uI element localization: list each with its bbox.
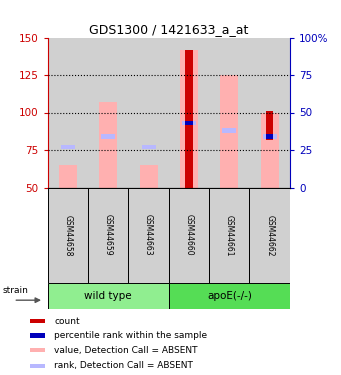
Text: GSM44662: GSM44662 (265, 214, 274, 256)
Bar (142, 145, 156, 149)
Bar (30, 364, 45, 368)
Bar (48, 283, 169, 309)
Bar (88, 188, 129, 283)
Text: GSM44659: GSM44659 (104, 214, 113, 256)
Bar (169, 188, 209, 283)
Bar (209, 188, 250, 283)
Bar (101, 134, 115, 139)
Bar (263, 134, 277, 139)
Text: GSM44660: GSM44660 (184, 214, 193, 256)
Text: percentile rank within the sample: percentile rank within the sample (55, 331, 208, 340)
Bar (266, 111, 273, 140)
Bar (209, 38, 250, 188)
Bar (169, 38, 209, 188)
Bar (186, 121, 193, 125)
Bar (88, 38, 129, 188)
Bar (61, 145, 75, 149)
Bar (139, 165, 158, 188)
Bar (129, 188, 169, 283)
Bar (48, 38, 88, 188)
Bar (99, 102, 117, 188)
Bar (30, 348, 45, 352)
Bar (266, 134, 273, 139)
Bar (250, 188, 290, 283)
Text: rank, Detection Call = ABSENT: rank, Detection Call = ABSENT (55, 362, 193, 370)
Text: count: count (55, 316, 80, 326)
Text: wild type: wild type (85, 291, 132, 301)
Bar (59, 165, 77, 188)
Text: value, Detection Call = ABSENT: value, Detection Call = ABSENT (55, 346, 198, 355)
Bar (186, 50, 193, 188)
Bar (169, 283, 290, 309)
Bar (30, 333, 45, 338)
Bar (129, 38, 169, 188)
Text: strain: strain (2, 286, 28, 295)
Text: apoE(-/-): apoE(-/-) (207, 291, 252, 301)
Text: GSM44663: GSM44663 (144, 214, 153, 256)
Bar (48, 188, 88, 283)
Bar (220, 75, 238, 188)
Title: GDS1300 / 1421633_a_at: GDS1300 / 1421633_a_at (89, 23, 249, 36)
Text: GSM44661: GSM44661 (225, 214, 234, 256)
Bar (182, 121, 196, 125)
Bar (250, 38, 290, 188)
Text: GSM44658: GSM44658 (63, 214, 72, 256)
Bar (30, 319, 45, 323)
Bar (261, 112, 279, 188)
Bar (222, 128, 236, 133)
Bar (180, 50, 198, 188)
